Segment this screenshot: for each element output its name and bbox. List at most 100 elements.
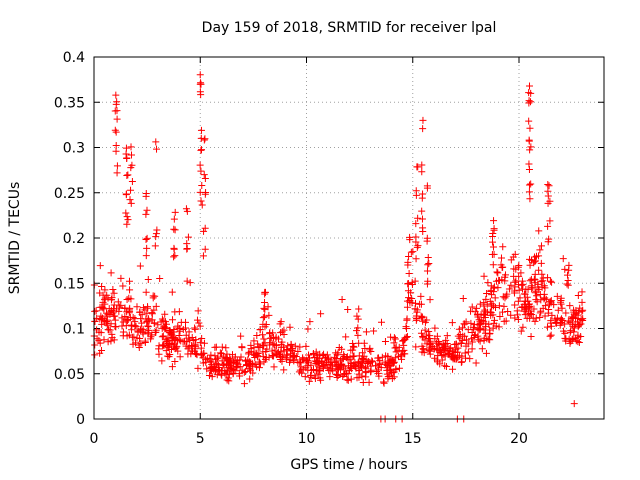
data-point-plus: [534, 280, 542, 288]
data-points: [90, 71, 587, 423]
data-point-plus: [223, 354, 231, 362]
data-point-plus: [481, 311, 489, 319]
data-point-plus: [182, 331, 190, 339]
data-point-plus: [183, 245, 191, 253]
data-point-plus: [219, 352, 227, 360]
data-point-plus: [117, 301, 125, 309]
data-point-plus: [101, 286, 109, 294]
data-point-plus: [214, 353, 222, 361]
data-point-plus: [305, 377, 313, 385]
data-point-plus: [259, 352, 267, 360]
data-point-plus: [91, 341, 99, 349]
data-point-plus: [527, 89, 535, 97]
data-point-plus: [448, 319, 456, 327]
data-point-plus: [169, 316, 177, 324]
data-point-plus: [256, 360, 264, 368]
data-point-plus: [579, 317, 587, 325]
data-point-plus: [260, 358, 268, 366]
data-point-plus: [269, 340, 277, 348]
data-point-plus: [91, 317, 99, 325]
data-point-plus: [531, 270, 539, 278]
data-point-plus: [132, 323, 140, 331]
data-point-plus: [466, 355, 474, 363]
data-point-plus: [319, 351, 327, 359]
data-point-plus: [335, 344, 343, 352]
data-point-plus: [96, 303, 104, 311]
data-point-plus: [433, 339, 441, 347]
data-point-plus: [237, 332, 245, 340]
data-point-plus: [436, 347, 444, 355]
data-point-plus: [114, 298, 122, 306]
data-point-plus: [181, 324, 189, 332]
data-point-plus: [110, 289, 118, 297]
data-point-plus: [148, 310, 156, 318]
data-point-plus: [517, 327, 525, 335]
data-point-plus: [524, 297, 532, 305]
data-point-plus: [404, 261, 412, 269]
data-point-plus: [357, 363, 365, 371]
data-point-plus: [122, 191, 130, 199]
data-point-plus: [537, 259, 545, 267]
data-point-plus: [147, 335, 155, 343]
data-point-plus: [442, 363, 450, 371]
data-point-plus: [136, 334, 144, 342]
data-point-plus: [526, 146, 534, 154]
data-point-plus: [197, 146, 205, 154]
data-point-plus: [568, 313, 576, 321]
data-point-plus: [412, 220, 420, 228]
data-point-plus: [496, 277, 504, 285]
data-point-plus: [277, 318, 285, 326]
data-point-plus: [193, 316, 201, 324]
data-point-plus: [510, 272, 518, 280]
data-point-plus: [521, 311, 529, 319]
data-point-plus: [544, 180, 552, 188]
data-point-plus: [99, 304, 107, 312]
data-point-plus: [495, 302, 503, 310]
data-point-plus: [374, 354, 382, 362]
data-point-plus: [490, 316, 498, 324]
data-point-plus: [273, 351, 281, 359]
data-point-plus: [507, 256, 515, 264]
data-point-plus: [159, 332, 167, 340]
data-point-plus: [497, 254, 505, 262]
data-point-plus: [172, 335, 180, 343]
data-point-plus: [201, 175, 209, 183]
data-point-plus: [577, 333, 585, 341]
data-point-plus: [451, 349, 459, 357]
data-point-plus: [518, 281, 526, 289]
data-point-plus: [490, 226, 498, 234]
data-point-plus: [483, 289, 491, 297]
data-point-plus: [489, 261, 497, 269]
data-point-plus: [516, 294, 524, 302]
data-point-plus: [522, 305, 530, 313]
data-point-plus: [517, 269, 525, 277]
data-point-plus: [212, 367, 220, 375]
data-point-plus: [487, 302, 495, 310]
data-point-plus: [247, 341, 255, 349]
data-point-plus: [519, 323, 527, 331]
data-point-plus: [512, 277, 520, 285]
data-point-plus: [455, 325, 463, 333]
data-point-plus: [431, 324, 439, 332]
data-point-plus: [261, 288, 269, 296]
data-point-plus: [424, 261, 432, 269]
data-point-plus: [203, 365, 211, 373]
data-point-plus: [376, 361, 384, 369]
data-point-plus: [121, 304, 129, 312]
data-point-plus: [197, 344, 205, 352]
data-point-plus: [350, 343, 358, 351]
data-point-plus: [343, 376, 351, 384]
data-point-plus: [541, 312, 549, 320]
data-point-plus: [452, 340, 460, 348]
data-point-plus: [262, 353, 270, 361]
data-point-plus: [298, 355, 306, 363]
data-point-plus: [162, 335, 170, 343]
data-point-plus: [405, 294, 413, 302]
data-point-plus: [91, 351, 99, 359]
data-point-plus: [142, 288, 150, 296]
data-point-plus: [334, 349, 342, 357]
data-point-plus: [563, 280, 571, 288]
data-point-plus: [547, 319, 555, 327]
data-point-plus: [500, 302, 508, 310]
data-point-plus: [134, 328, 142, 336]
